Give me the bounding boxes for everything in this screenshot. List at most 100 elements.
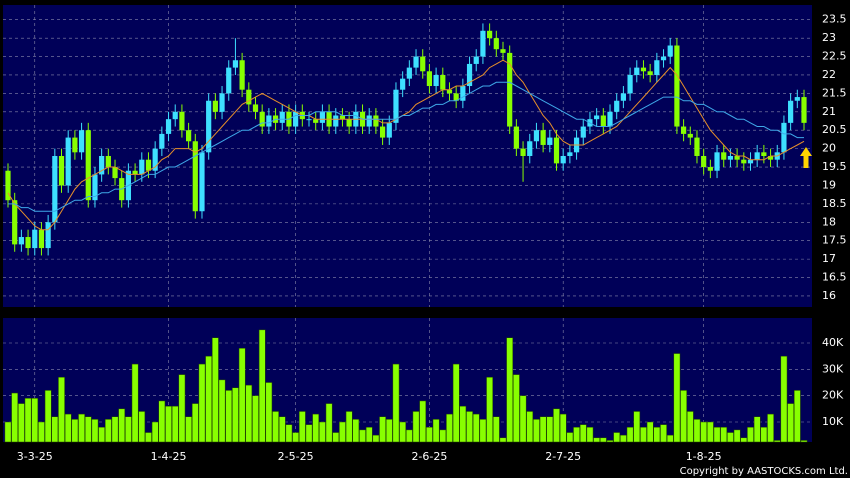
volume-bar [620,434,627,443]
volume-bar [205,355,213,443]
candle-body [680,126,687,134]
volume-bar [586,427,594,443]
volume-bar [700,421,708,443]
candle-body [259,111,265,127]
volume-bar [138,411,146,443]
volume-bar [345,411,353,443]
volume-bar [419,400,427,443]
volume-bar [405,429,413,443]
volume-bar [720,427,728,443]
volume-bar [566,432,574,443]
candle-body [379,126,386,138]
volume-bar [372,434,380,443]
candle-body [426,71,433,87]
moving-average-line [7,59,805,231]
candle-body [433,74,439,87]
candle-body [246,89,252,105]
candle-body [614,100,620,112]
volume-bar [218,379,226,443]
volume-bar [278,416,286,443]
candle-body [674,45,680,127]
y-tick-label: 20 [822,142,836,155]
y-tick-label: 22.5 [822,50,847,63]
y-tick-label: 17.5 [822,234,847,247]
volume-bar [606,440,614,443]
candle-body [667,45,673,57]
volume-bar [539,416,547,443]
volume-bar [633,411,641,443]
candle-body [607,111,613,127]
candle-body [179,111,185,131]
candle-body [801,97,807,123]
volume-bar [352,419,360,443]
candle-body [540,130,546,145]
candle-body [319,111,325,123]
candle-body [533,130,540,142]
candle-body [25,237,31,249]
volume-bar [258,329,266,443]
candle-body [640,67,647,72]
volume-bar [559,413,567,443]
volume-bar [593,437,600,443]
volume-bar [660,424,667,443]
y-tick-label: 22 [822,68,836,81]
volume-bar [78,413,85,443]
candle-body [92,174,98,201]
candle-body [567,152,573,156]
candle-body [400,78,406,90]
candle-body [594,115,600,120]
candle-body [199,152,205,212]
candle-body [38,229,45,249]
volume-bar [673,353,681,443]
volume-bar [151,421,159,443]
volume-bar [272,411,279,443]
volume-bar [680,390,687,443]
candle-body [480,30,486,57]
volume-bar [800,440,808,443]
candle-body [212,100,218,112]
candle-body [266,115,272,127]
candle-body [206,100,212,153]
candle-body [527,141,533,156]
volume-bar [58,376,65,443]
candle-body [446,89,453,94]
candle-body [105,156,111,168]
volume-bar [513,374,520,443]
volume-bar [325,403,333,443]
volume-bar [91,419,99,443]
candle-body [754,152,760,160]
volume-bar [225,390,233,443]
volume-bar [707,421,714,443]
y-tick-label: 23 [822,31,836,44]
volume-bar [472,413,480,443]
candle-body [112,167,118,179]
y-tick-label: 16.5 [822,271,847,284]
candle-body [553,137,560,164]
candle-body [339,115,346,120]
candle-body [413,56,419,68]
volume-bar [573,427,580,443]
candle-body [219,93,225,112]
y-tick-label: 19.5 [822,160,847,173]
volume-bar [158,400,166,443]
volume-bar [793,390,801,443]
volume-bar [787,403,794,443]
volume-bar [499,437,507,443]
volume-bar [640,427,647,443]
candle-body [18,237,24,245]
candle-body [440,74,446,90]
candle-body [65,137,71,186]
candle-body [788,100,794,123]
candle-body [580,126,586,138]
volume-bar [753,416,761,443]
candle-body [634,67,640,75]
candle-body [52,156,58,223]
volume-bar [265,382,273,443]
volume-bar [131,363,139,443]
y-tick-label: 16 [822,289,836,302]
candle-body [5,170,11,201]
volume-bar [212,337,219,443]
volume-bar [238,348,246,443]
volume-bar [191,403,199,443]
candle-body [507,52,513,127]
